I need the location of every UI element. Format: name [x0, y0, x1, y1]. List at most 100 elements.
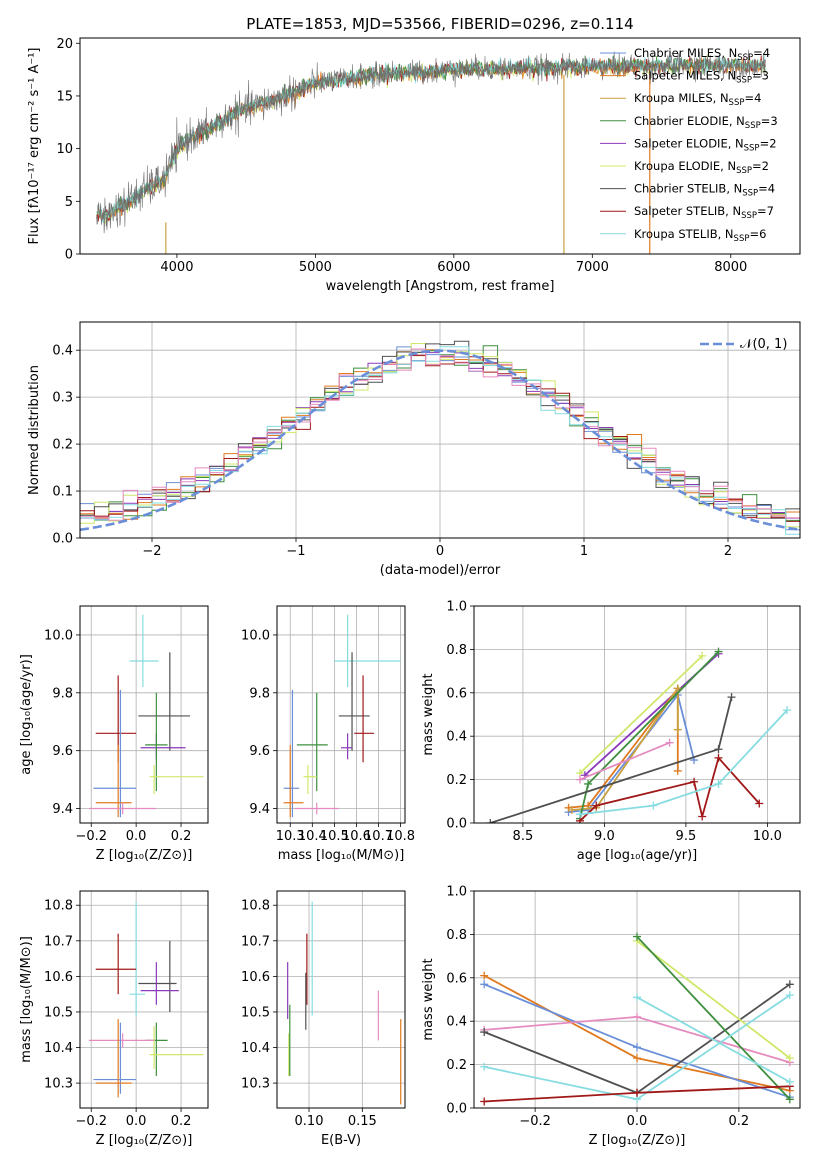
- plus-marker: [714, 779, 723, 788]
- y-tick-label: 10.3: [44, 1077, 73, 1092]
- y-tick-label: 10: [56, 142, 73, 157]
- x-tick-label: 0: [436, 544, 444, 559]
- y-tick-label: 9.6: [52, 744, 73, 759]
- plot-area: [88, 901, 204, 1098]
- x-tick-label: 2: [724, 544, 732, 559]
- y-axis-label: age [log₁₀(age/yr)]: [19, 654, 34, 775]
- x-tick-label: 10.8: [386, 829, 415, 844]
- legend-entry: Chabrier STELIB, NSSP=4: [634, 182, 775, 199]
- y-tick-label: 9.4: [249, 802, 270, 817]
- y-tick-label: 10.8: [241, 899, 270, 914]
- histogram-steps: [80, 348, 800, 521]
- y-axis-label: mass weight: [421, 673, 436, 755]
- histogram-steps: [80, 346, 800, 535]
- y-tick-label: 0.6: [446, 686, 467, 701]
- x-tick-label: 0.0: [126, 829, 147, 844]
- x-tick-label: 0.2: [171, 829, 192, 844]
- residual-histogram-panel: −2 −1 0 1 2 0.0 0.1 0.2 0.3 0.4 (data-model)/error…: [27, 321, 801, 578]
- errorbar-cross: [283, 689, 300, 818]
- plus-marker: [665, 738, 674, 747]
- x-tick-label: 0.2: [729, 1114, 750, 1129]
- axes-frame: [79, 321, 801, 539]
- errorbar-cross: [149, 765, 204, 795]
- plot-area: [480, 932, 794, 1106]
- x-axis-label: Z [log₁₀(Z/Z⊙)]: [589, 1133, 686, 1148]
- x-tick-label: 0.0: [627, 1114, 648, 1129]
- x-tick-label: 0.10: [295, 1114, 324, 1129]
- y-tick-label: 0.0: [52, 532, 73, 547]
- plus-marker: [633, 1088, 641, 1097]
- grid-lines: [80, 891, 208, 1108]
- errorbar-cross: [303, 765, 317, 795]
- mass-weight-line: [636, 935, 791, 1100]
- errorbar-cross: [88, 1033, 155, 1048]
- plus-marker: [480, 1062, 489, 1071]
- errorbar-cross: [95, 744, 132, 818]
- y-tick-label: 0.8: [446, 928, 467, 943]
- spectrum-panel: 4000 5000 6000 7000 8000 0 5 10 15 20 wavelength […: [27, 37, 801, 294]
- x-tick-label: 0.0: [126, 1114, 147, 1129]
- plus-marker: [785, 1077, 794, 1086]
- errorbar-cross: [338, 652, 370, 751]
- errorbar-cross: [294, 802, 339, 815]
- plus-marker: [584, 779, 593, 788]
- legend-entry: 𝒩(0, 1): [740, 337, 787, 352]
- mass-weight-line: [636, 940, 791, 1059]
- gaussian-reference-curve: [80, 349, 798, 532]
- y-tick-label: 0.0: [446, 1102, 467, 1117]
- y-tick-label: 10.4: [241, 1041, 270, 1056]
- axes-overlay: −0.2 0.0 0.2 0.0 0.2 0.4 0.6 0.8 1.0 Z [log₁₀(Z/Z…: [421, 885, 801, 1148]
- errorbar-cross: [145, 1022, 168, 1076]
- errorbar-cross: [296, 692, 328, 792]
- errorbar-cross: [93, 689, 137, 818]
- mass-vs-ebv-panel: 0.10 0.15 10.3 10.4 10.5 10.6 10.7 10.8 E(B-V): [241, 890, 406, 1148]
- plus-marker: [782, 706, 791, 715]
- x-tick-label: 5000: [299, 260, 332, 275]
- y-tick-label: 0.8: [446, 643, 467, 658]
- x-tick-label: −0.2: [75, 1114, 107, 1129]
- errorbar-cross: [149, 1026, 204, 1069]
- plot-area: [88, 614, 204, 818]
- y-tick-label: 10.6: [241, 970, 270, 985]
- mass-weight-line: [579, 756, 760, 822]
- axes-frame: [473, 890, 801, 1109]
- legend-entry: Salpeter STELIB, NSSP=7: [634, 204, 774, 221]
- plus-marker: [575, 810, 584, 819]
- x-axis-label: Z [log₁₀(Z/Z⊙)]: [96, 848, 193, 863]
- plus-marker: [480, 1028, 489, 1037]
- x-axis-label: Z [log₁₀(Z/Z⊙)]: [96, 1133, 193, 1148]
- grid-lines: [80, 606, 208, 823]
- mass-weight-line: [579, 655, 703, 774]
- y-axis-label: mass weight: [421, 958, 436, 1040]
- plus-marker: [592, 801, 601, 810]
- x-tick-label: 7000: [576, 260, 609, 275]
- y-tick-label: 10.8: [44, 899, 73, 914]
- errorbar-cross: [95, 1019, 132, 1098]
- y-tick-label: 10.0: [241, 628, 270, 643]
- x-tick-label: 0.15: [348, 1114, 377, 1129]
- errorbar-cross: [129, 614, 159, 688]
- plus-marker: [785, 1054, 794, 1063]
- y-tick-label: 5: [65, 195, 73, 210]
- legend-entry: Kroupa STELIB, NSSP=6: [634, 227, 766, 244]
- plus-marker: [633, 1043, 641, 1052]
- y-tick-label: 9.4: [52, 802, 73, 817]
- y-tick-label: 0.1: [52, 485, 73, 500]
- y-tick-label: 20: [56, 37, 73, 52]
- y-tick-label: 15: [56, 89, 73, 104]
- y-axis-label: mass [log₁₀(M/M⊙)]: [19, 936, 34, 1063]
- x-tick-label: 8.5: [513, 829, 534, 844]
- errorbar-cross: [334, 614, 401, 688]
- errorbar-cross: [341, 733, 353, 760]
- y-tick-label: 10.7: [44, 934, 73, 949]
- x-tick-label: −2: [142, 544, 161, 559]
- mass-weight-line: [568, 692, 695, 813]
- x-tick-label: −0.2: [75, 829, 107, 844]
- x-tick-label: −0.2: [519, 1114, 551, 1129]
- plus-marker: [755, 799, 764, 808]
- y-tick-label: 1.0: [446, 885, 467, 900]
- plus-marker: [575, 775, 584, 784]
- y-tick-label: 9.8: [52, 686, 73, 701]
- y-tick-label: 10.5: [44, 1005, 73, 1020]
- plus-marker: [649, 801, 658, 810]
